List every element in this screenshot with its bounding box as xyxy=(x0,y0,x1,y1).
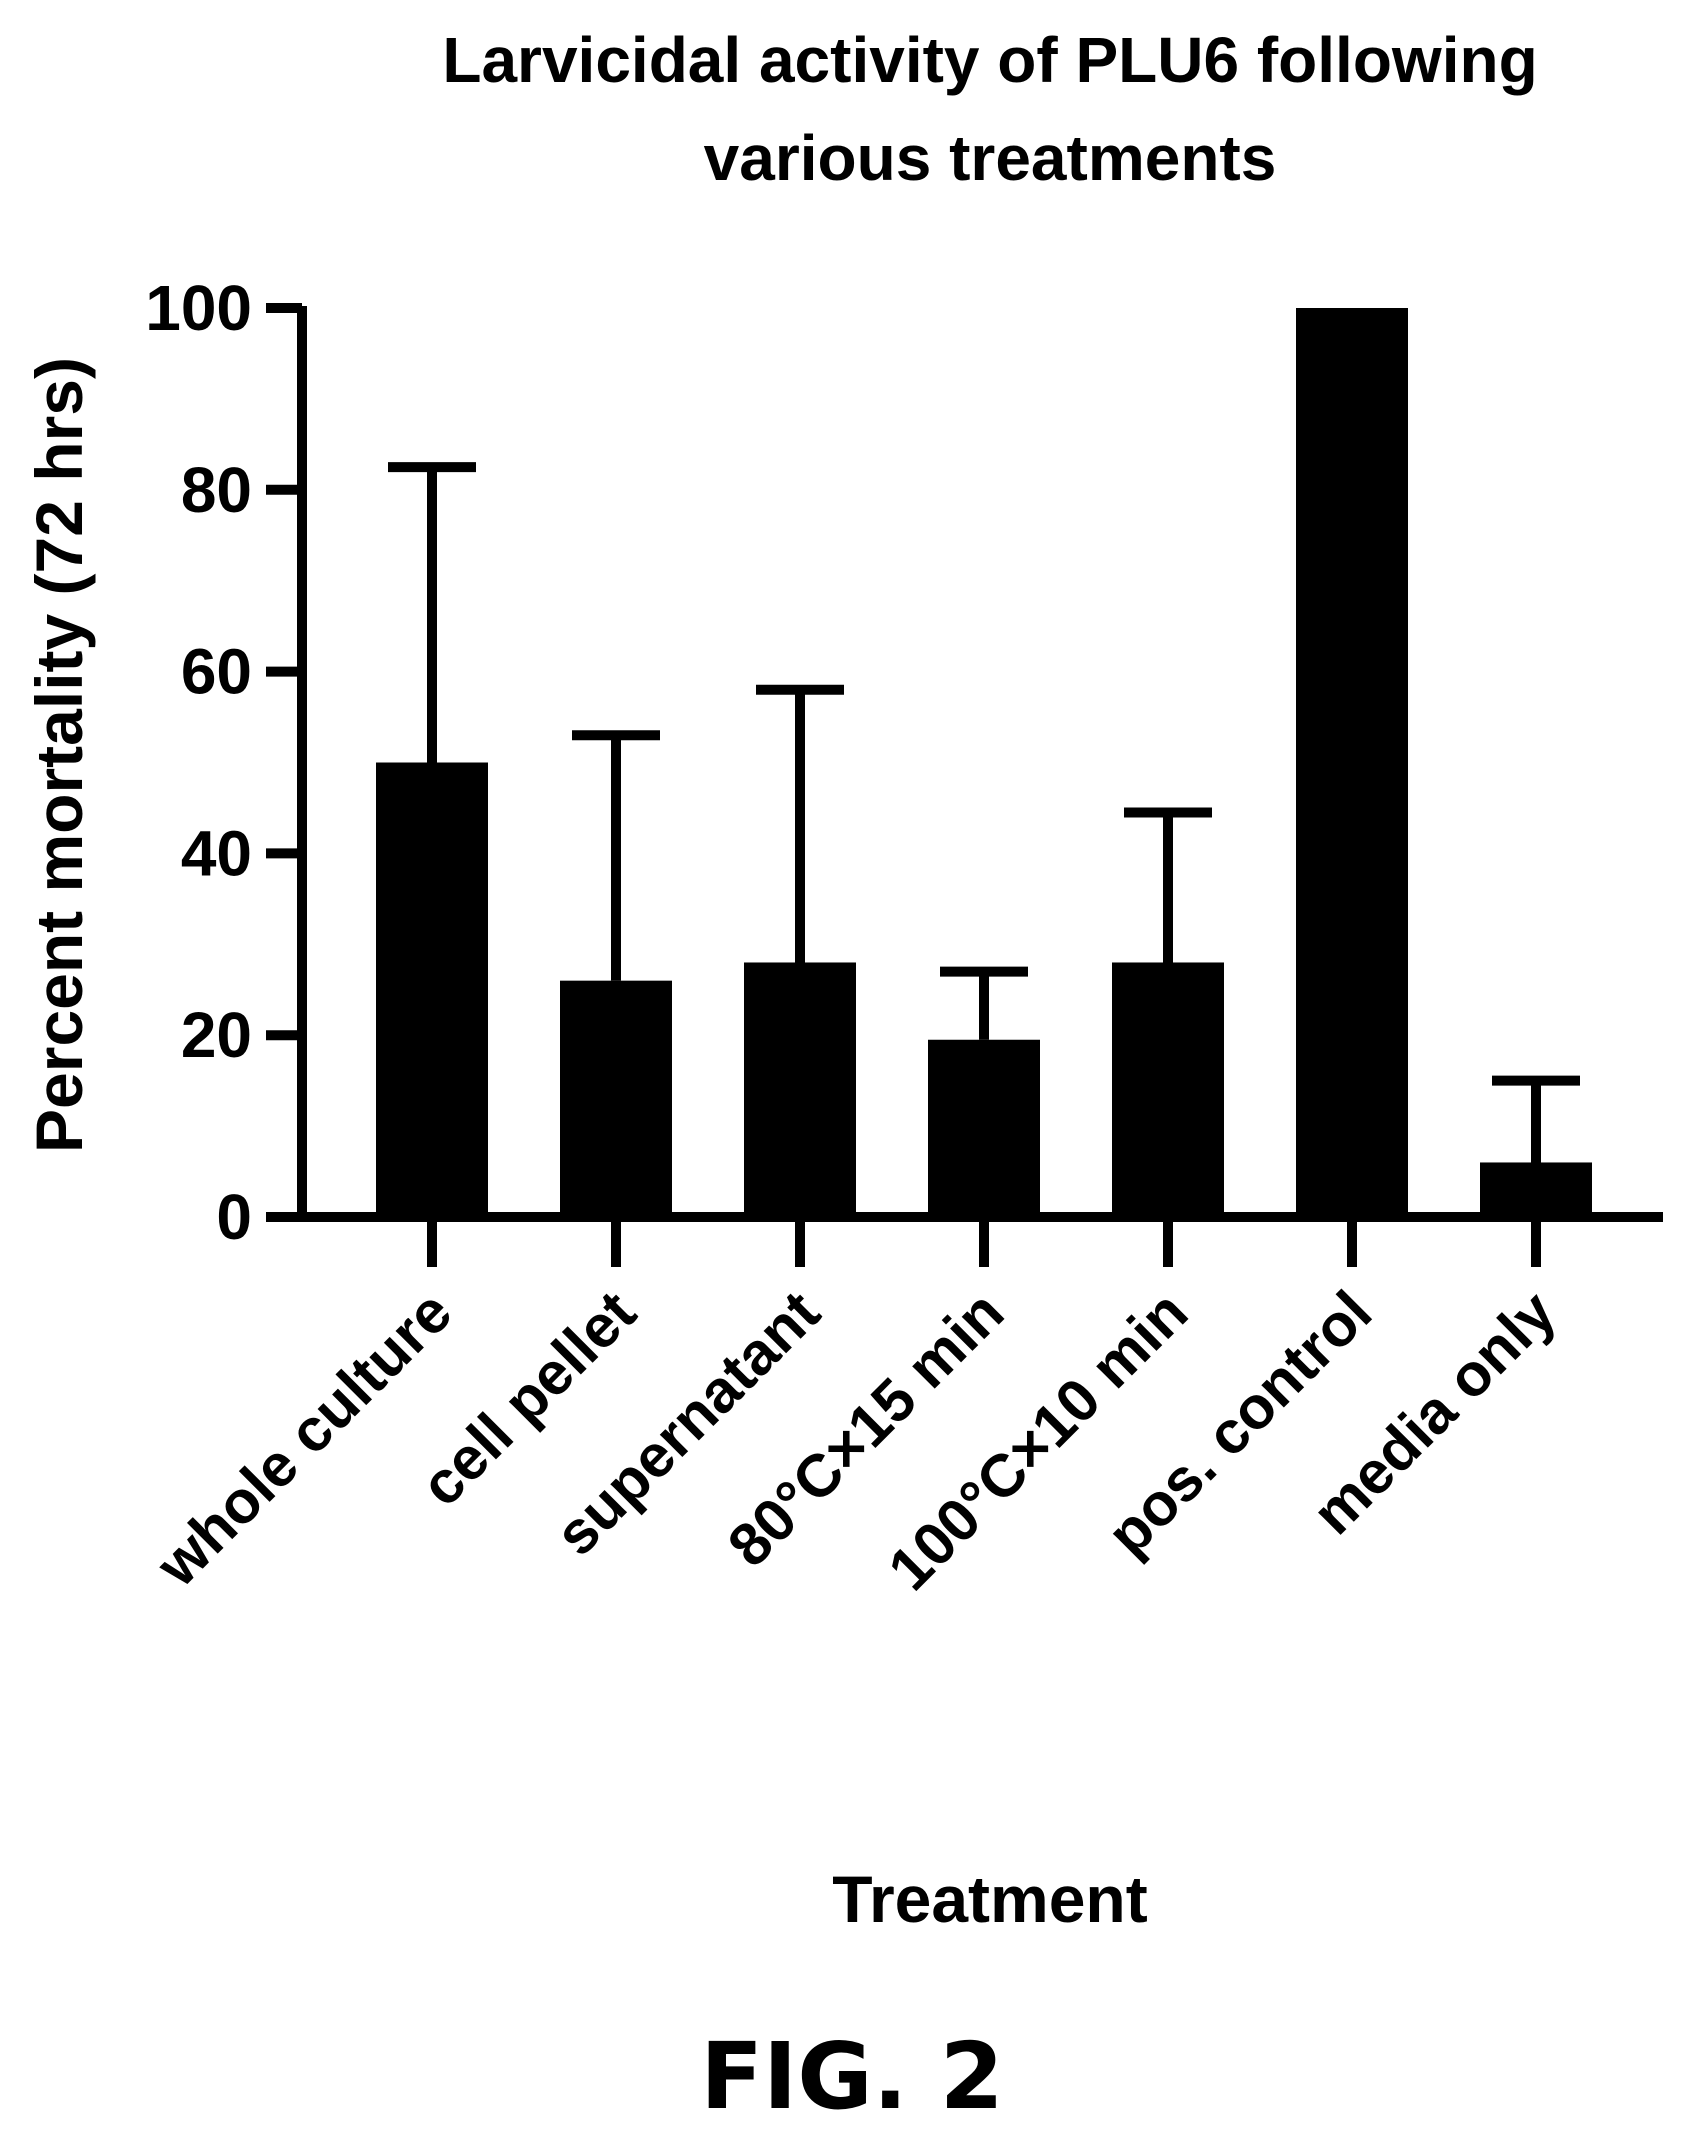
y-tick-label: 80 xyxy=(181,454,252,526)
error-bar xyxy=(388,462,476,763)
error-bar xyxy=(1492,1075,1580,1163)
y-tick-label: 40 xyxy=(181,817,252,889)
bar xyxy=(928,1039,1040,1217)
y-axis-ticks: 0 20 40 60 80 100 xyxy=(145,272,302,1253)
y-axis-label: Percent mortality (72 hrs) xyxy=(22,357,96,1153)
chart-title-line-1: Larvicidal activity of PLU6 following xyxy=(442,24,1537,96)
bar xyxy=(376,762,488,1217)
bar xyxy=(1480,1162,1592,1217)
x-axis-label: Treatment xyxy=(832,1862,1147,1936)
error-bar xyxy=(572,730,660,981)
chart-title: Larvicidal activity of PLU6 following va… xyxy=(442,24,1537,194)
chart-title-line-2: various treatments xyxy=(704,122,1277,194)
bar xyxy=(1296,308,1408,1217)
y-tick-label: 20 xyxy=(181,999,252,1071)
y-tick-label: 0 xyxy=(216,1181,252,1253)
bar xyxy=(1112,962,1224,1217)
figure-label: FIG. 2 xyxy=(700,2023,1004,2130)
bar xyxy=(560,980,672,1217)
y-tick-label: 60 xyxy=(181,636,252,708)
error-bar xyxy=(940,966,1028,1040)
error-bar xyxy=(1124,807,1212,963)
chart-marks xyxy=(376,308,1592,1217)
error-bar xyxy=(756,684,844,963)
bar xyxy=(744,962,856,1217)
category-label: whole culture xyxy=(143,1278,465,1600)
y-tick-label: 100 xyxy=(145,272,252,344)
